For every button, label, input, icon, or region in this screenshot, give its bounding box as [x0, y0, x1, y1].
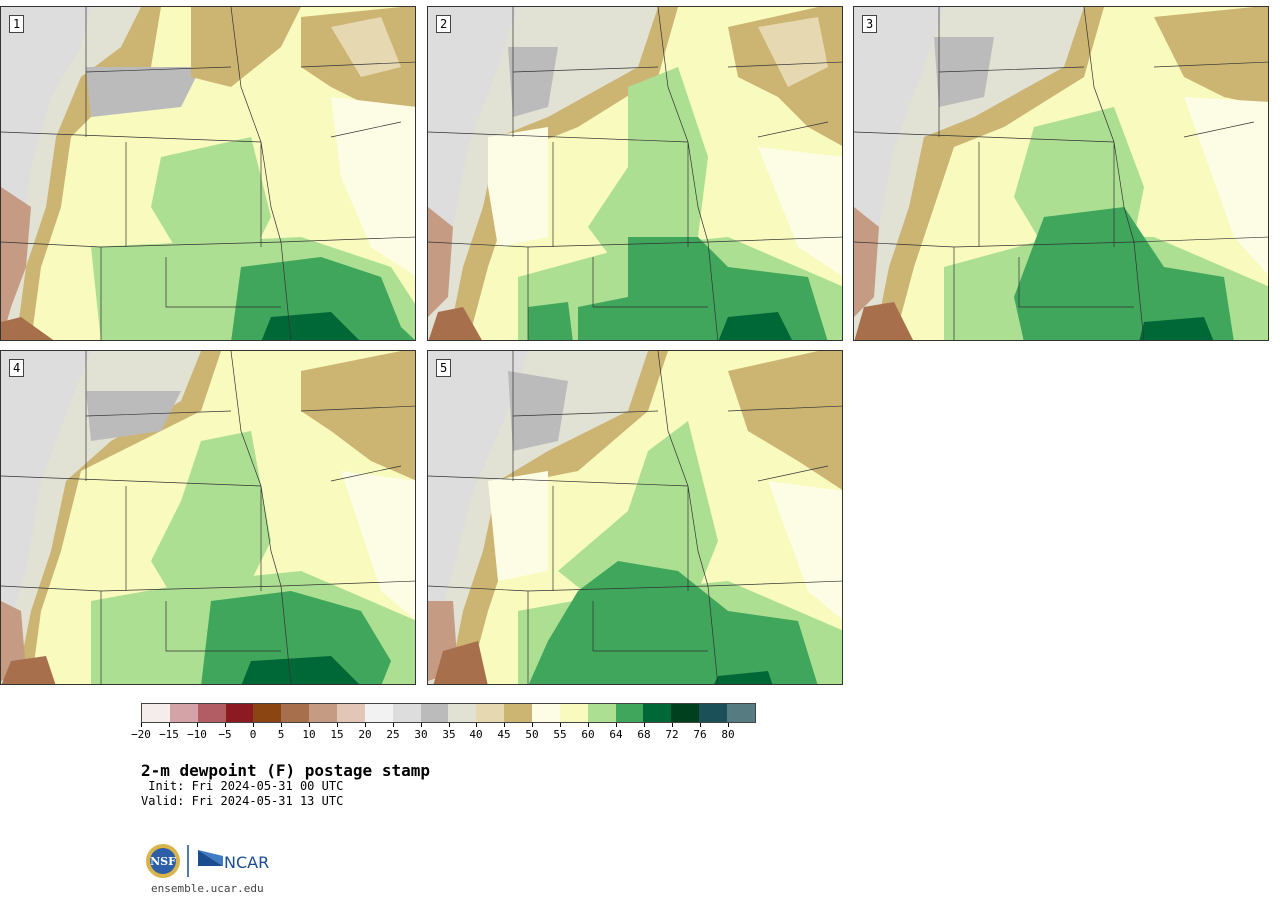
colorbar-tick-label: −15	[159, 728, 179, 741]
colorbar-tick-label: −10	[187, 728, 207, 741]
panel-number: 1	[9, 15, 25, 33]
colorbar-segment	[615, 704, 644, 722]
panel-number: 3	[862, 15, 878, 33]
colorbar-tick-label: 5	[277, 728, 285, 741]
colorbar-tick-label: 60	[581, 728, 595, 741]
colorbar-tick	[644, 723, 645, 727]
colorbar-tick	[337, 723, 338, 727]
colorbar-segment	[225, 704, 254, 722]
colorbar-segment	[699, 704, 728, 722]
colorbar-segment	[169, 704, 198, 722]
colorbar-tick	[672, 723, 673, 727]
colorbar-segment	[476, 704, 505, 722]
colorbar-tick	[700, 723, 701, 727]
ncar-logo-icon: NCAR	[198, 850, 269, 872]
panel-number: 4	[9, 359, 25, 377]
map-panel-1[interactable]: 1	[0, 6, 416, 341]
map-panel-3[interactable]: 3	[853, 6, 1269, 341]
colorbar-tick-label: 15	[330, 728, 344, 741]
colorbar-segment	[727, 704, 755, 722]
init-time: Init: Fri 2024-05-31 00 UTC	[141, 779, 344, 793]
colorbar-segment	[309, 704, 338, 722]
colorbar-segment	[392, 704, 421, 722]
colorbar-tick-label: 30	[414, 728, 428, 741]
colorbar-segment	[253, 704, 282, 722]
colorbar-tick-label: 35	[442, 728, 456, 741]
colorbar-tick-label: 64	[609, 728, 623, 741]
colorbar-segment	[364, 704, 393, 722]
colorbar-segment	[671, 704, 700, 722]
colorbar-segment	[142, 704, 170, 722]
map-title: 2-m dewpoint (F) postage stamp	[141, 761, 430, 780]
dewpoint-map-1	[1, 7, 415, 340]
colorbar-tick	[253, 723, 254, 727]
map-panel-5[interactable]: 5	[427, 350, 843, 685]
colorbar-tick	[309, 723, 310, 727]
map-panel-4[interactable]: 4	[0, 350, 416, 685]
colorbar-tick	[588, 723, 589, 727]
colorbar-tick	[281, 723, 282, 727]
colorbar-tick	[225, 723, 226, 727]
dewpoint-map-4	[1, 351, 415, 684]
panel-number: 2	[436, 15, 452, 33]
colorbar-tick	[476, 723, 477, 727]
colorbar-tick-label: 45	[497, 728, 511, 741]
map-panel-2[interactable]: 2	[427, 6, 843, 341]
colorbar-tick	[449, 723, 450, 727]
colorbar-segment	[587, 704, 616, 722]
colorbar-tick	[393, 723, 394, 727]
colorbar-tick-label: 76	[693, 728, 707, 741]
colorbar-segment	[532, 704, 560, 722]
colorbar-segment	[448, 704, 477, 722]
colorbar-tick-label: 40	[469, 728, 483, 741]
colorbar-tick-label: 80	[721, 728, 735, 741]
colorbar-tick-label: 25	[386, 728, 400, 741]
colorbar-tick-label: 55	[553, 728, 567, 741]
ncar-text: NCAR	[224, 853, 269, 872]
colorbar-segment	[559, 704, 588, 722]
colorbar-tick	[532, 723, 533, 727]
colorbar-tick	[504, 723, 505, 727]
colorbar-segment	[643, 704, 672, 722]
dewpoint-map-5	[428, 351, 842, 684]
nsf-text: NSF	[150, 855, 176, 868]
colorbar-segment	[337, 704, 365, 722]
colorbar-tick	[197, 723, 198, 727]
colorbar-tick-label: 68	[637, 728, 651, 741]
colorbar-ticks: −20 −15 −10 −5 0 5 10 15 20 25 30 35 40 45 50 55 60 64 68 7…	[131, 723, 756, 743]
colorbar-tick-label: 72	[665, 728, 679, 741]
colorbar-tick-label: −5	[218, 728, 232, 741]
panel-number: 5	[436, 359, 452, 377]
colorbar-tick-label: −20	[131, 728, 151, 741]
colorbar-tick-label: 0	[249, 728, 257, 741]
colorbar-tick	[616, 723, 617, 727]
dewpoint-map-3	[854, 7, 1268, 340]
site-url[interactable]: ensemble.ucar.edu	[151, 882, 264, 895]
colorbar-tick-label: 10	[302, 728, 316, 741]
nsf-logo-icon: NSF	[146, 844, 180, 878]
colorbar-tick	[141, 723, 142, 727]
colorbar-tick	[365, 723, 366, 727]
colorbar-tick	[560, 723, 561, 727]
colorbar-tick	[728, 723, 729, 727]
colorbar-segment	[420, 704, 449, 722]
colorbar-tick	[421, 723, 422, 727]
colorbar	[141, 703, 756, 723]
valid-time: Valid: Fri 2024-05-31 13 UTC	[141, 794, 344, 808]
colorbar-segment	[281, 704, 310, 722]
dewpoint-map-2	[428, 7, 842, 340]
logos: NSF NCAR	[143, 842, 283, 882]
colorbar-segment	[197, 704, 226, 722]
colorbar-segment	[504, 704, 533, 722]
colorbar-tick	[169, 723, 170, 727]
colorbar-tick-label: 50	[525, 728, 539, 741]
colorbar-tick-label: 20	[358, 728, 372, 741]
